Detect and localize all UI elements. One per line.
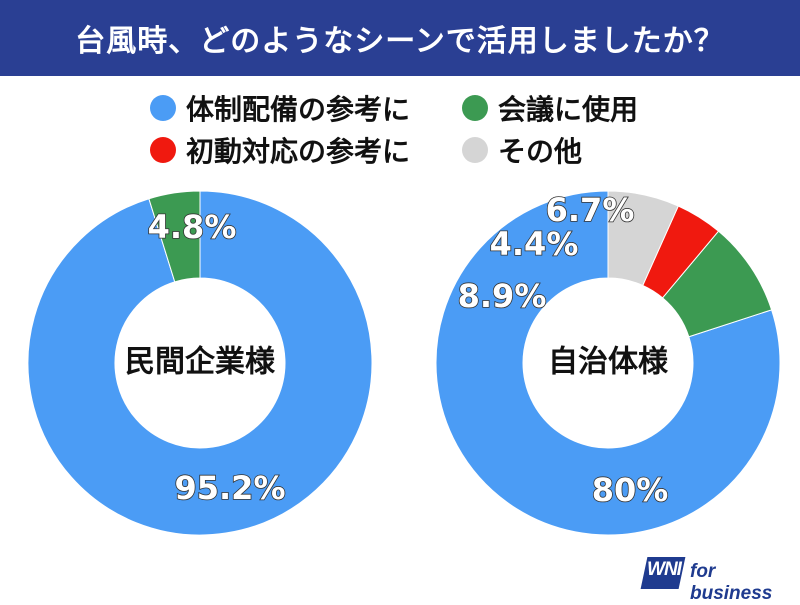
slice-label: 8.9% <box>458 277 547 315</box>
wni-logo-mark: WNI <box>647 559 682 580</box>
legend-item-taisei: 体制配備の参考に <box>150 88 410 128</box>
legend-label-sonota: その他 <box>498 135 583 168</box>
wni-logo: WNI for business <box>640 555 790 604</box>
legend-label-shodo: 初動対応の参考に <box>186 135 411 168</box>
legend-swatch-shodo <box>150 137 176 163</box>
center-label: 自治体様 <box>548 345 669 380</box>
legend-swatch-taisei <box>150 95 176 121</box>
legend-swatch-kaigi <box>462 95 488 121</box>
wni-logo-text: for business <box>690 561 773 604</box>
legend-label-kaigi: 会議に使用 <box>498 93 639 126</box>
legend-swatch-sonota <box>462 137 488 163</box>
slice-label: 4.8% <box>148 208 237 246</box>
donut-slice <box>607 190 679 287</box>
legend-item-sonota: その他 <box>462 130 582 170</box>
slice-label: 95.2% <box>174 469 285 507</box>
chart-title: 台風時、どのようなシーンで活用しましたか？ <box>75 24 725 59</box>
center-label: 民間企業様 <box>125 345 276 380</box>
donut-slice <box>435 190 781 536</box>
slice-label: 80% <box>592 471 669 509</box>
title-bar: 台風時、どのようなシーンで活用しましたか？ <box>0 0 800 76</box>
legend-label-taisei: 体制配備の参考に <box>186 93 411 126</box>
donut-slice <box>148 190 201 283</box>
legend-item-shodo: 初動対応の参考に <box>150 130 410 170</box>
legend-item-kaigi: 会議に使用 <box>462 88 638 128</box>
donut-slice <box>27 190 373 536</box>
slice-label: 4.4% <box>490 225 579 263</box>
slice-label: 6.7% <box>546 191 635 229</box>
